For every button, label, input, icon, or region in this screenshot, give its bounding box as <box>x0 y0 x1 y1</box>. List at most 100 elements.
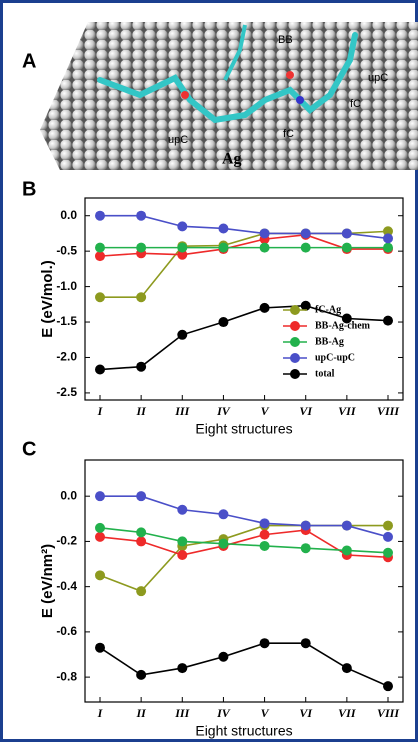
data-point <box>300 228 311 239</box>
data-point <box>259 540 270 551</box>
atom <box>286 71 294 79</box>
x-tick-label: VIII <box>377 706 400 720</box>
legend-marker <box>290 305 300 315</box>
data-point <box>136 242 147 253</box>
data-point <box>177 536 188 547</box>
legend-marker <box>290 369 300 379</box>
x-tick-label: III <box>174 404 190 418</box>
y-tick-label: -0.8 <box>56 669 77 683</box>
data-point <box>341 242 352 253</box>
atom <box>181 91 189 99</box>
data-point <box>95 491 105 502</box>
data-point <box>259 302 270 313</box>
data-point <box>136 491 147 502</box>
data-point <box>95 522 105 533</box>
data-point <box>218 223 229 234</box>
data-point <box>177 221 188 232</box>
y-tick-label: -1.0 <box>56 279 77 293</box>
x-tick-label: I <box>97 404 104 418</box>
x-axis-title: Eight structures <box>195 723 292 739</box>
x-tick-label: II <box>135 404 147 418</box>
data-point <box>177 549 188 560</box>
data-point <box>383 531 393 542</box>
x-tick-label: III <box>174 706 190 720</box>
annotation: fC <box>283 128 294 140</box>
data-point <box>383 242 393 253</box>
data-point <box>259 529 270 540</box>
data-point <box>136 361 147 372</box>
y-tick-label: 0.0 <box>60 208 77 222</box>
data-point <box>177 249 188 260</box>
data-point <box>259 638 270 649</box>
x-tick-label: I <box>97 706 104 720</box>
data-point <box>218 242 229 253</box>
plot-frame <box>84 459 404 703</box>
annotation: upC <box>168 134 188 146</box>
data-point <box>95 242 105 253</box>
data-point <box>383 315 393 326</box>
data-point <box>177 504 188 515</box>
data-point <box>383 226 393 237</box>
y-tick-label: -0.2 <box>56 534 77 548</box>
legend-label: BB-Ag <box>315 336 344 347</box>
data-point <box>136 586 147 597</box>
data-point <box>300 300 311 311</box>
annotation: BB <box>278 34 293 46</box>
data-point <box>383 547 393 558</box>
legend-marker <box>290 353 300 363</box>
panel-label: C <box>22 438 36 460</box>
y-tick-label: -0.4 <box>56 579 77 593</box>
series-line <box>99 304 389 371</box>
series-line <box>99 527 389 554</box>
silver-surface <box>40 22 418 170</box>
data-point <box>300 638 311 649</box>
data-point <box>136 536 147 547</box>
data-point <box>136 292 147 303</box>
data-point <box>259 518 270 529</box>
data-point <box>177 329 188 340</box>
legend-label: upC-upC <box>315 352 355 363</box>
legend-label: total <box>315 368 335 379</box>
data-point <box>341 545 352 556</box>
data-point <box>383 520 393 531</box>
y-tick-label: -0.5 <box>56 243 77 257</box>
y-tick-label: -2.5 <box>56 385 77 399</box>
x-axis-title: Eight structures <box>195 421 292 437</box>
x-tick-label: V <box>261 706 270 720</box>
data-point <box>259 228 270 239</box>
x-tick-label: IV <box>216 404 231 418</box>
data-point <box>383 681 393 692</box>
data-point <box>259 242 270 253</box>
plot-frame <box>84 197 404 401</box>
y-tick-label: -1.5 <box>56 314 77 328</box>
data-point <box>300 242 311 253</box>
legend-marker <box>290 337 300 347</box>
data-point <box>218 509 229 520</box>
x-tick-label: V <box>261 404 270 418</box>
molecule <box>97 32 358 124</box>
x-tick-label: VI <box>299 706 313 720</box>
legend-marker <box>290 321 300 331</box>
data-point <box>300 543 311 554</box>
data-point <box>136 210 147 221</box>
data-point <box>95 570 105 581</box>
data-point <box>95 531 105 542</box>
data-point <box>95 642 105 653</box>
data-point <box>218 538 229 549</box>
atom <box>296 96 304 104</box>
panel-label: A <box>22 50 36 72</box>
x-tick-label: VII <box>338 706 357 720</box>
series-line <box>100 495 389 538</box>
data-point <box>341 313 352 324</box>
legend-label: BB-Ag-chem <box>315 320 371 331</box>
data-point <box>177 663 188 674</box>
x-tick-label: VII <box>338 404 357 418</box>
data-point <box>95 364 105 375</box>
y-tick-label: 0.0 <box>60 488 77 502</box>
annotation: fC <box>350 98 361 110</box>
legend-label: fC-Ag <box>315 304 341 315</box>
data-point <box>95 251 105 262</box>
data-point <box>300 520 311 531</box>
